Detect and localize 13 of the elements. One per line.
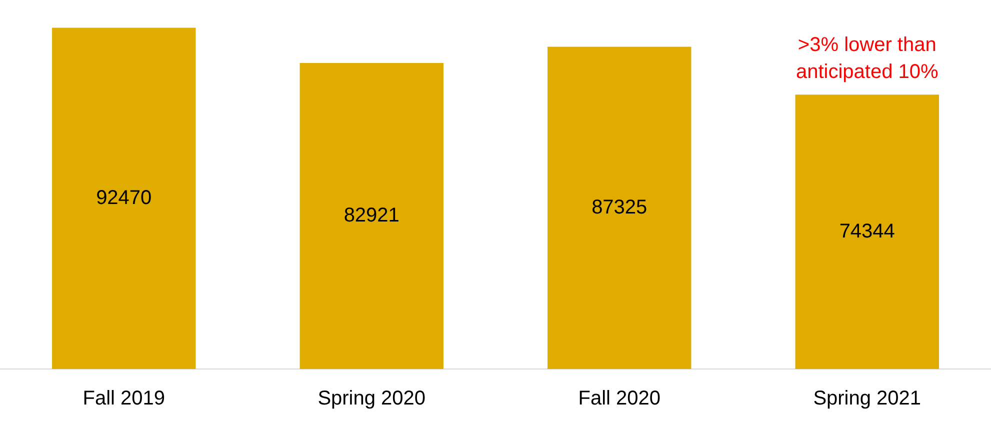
bar (548, 46, 692, 369)
x-tick-label: Fall 2019 (82, 388, 166, 410)
x-tick-label: Fall 2020 (578, 388, 661, 410)
x-tick-label: Spring 2021 (813, 388, 922, 410)
x-tick-label: Spring 2020 (318, 388, 426, 410)
data-label: 87325 (592, 196, 648, 218)
annotation: >3% lower than anticipated 10% (796, 34, 938, 84)
data-label: 74344 (839, 220, 895, 242)
bar (52, 28, 196, 369)
data-label: 82921 (344, 204, 400, 227)
bar (795, 94, 939, 369)
bar (300, 63, 444, 369)
data-label: 92470 (96, 186, 152, 209)
